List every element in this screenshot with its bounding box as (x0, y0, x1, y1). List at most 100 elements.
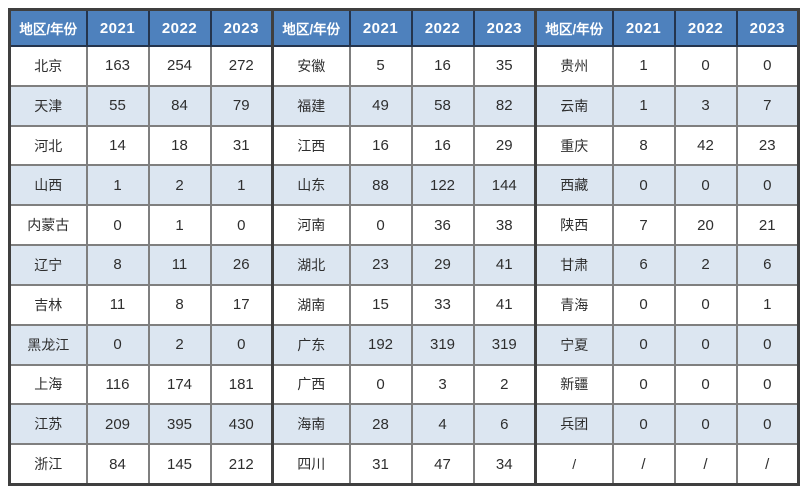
value-cell: 58 (410, 84, 475, 127)
value-cell: 144 (472, 164, 537, 207)
value-cell: 163 (85, 45, 150, 87)
region-cell: 陕西 (534, 204, 614, 247)
value-cell: 5 (348, 45, 413, 87)
value-cell: 16 (348, 124, 413, 167)
table-row: 内蒙古 0 1 0 河南 0 36 38 陕西 7 20 21 (8, 204, 800, 247)
value-cell: 174 (147, 363, 212, 406)
value-cell: 55 (85, 84, 150, 127)
value-cell: 82 (472, 84, 537, 127)
value-cell: 29 (472, 124, 537, 167)
value-cell: 0 (735, 403, 800, 446)
region-cell: / (534, 443, 614, 486)
value-cell: 0 (348, 363, 413, 406)
region-cell: 海南 (271, 403, 351, 446)
header-cell-2023-1: 2023 (209, 8, 274, 47)
value-cell: 84 (85, 443, 150, 486)
value-cell: 41 (472, 283, 537, 326)
header-cell-2021-2: 2021 (348, 8, 413, 47)
region-year-data-table: 地区/年份 2021 2022 2023 地区/年份 2021 2022 202… (8, 8, 800, 486)
region-cell: 山西 (8, 164, 88, 207)
value-cell: 31 (209, 124, 274, 167)
value-cell: 15 (348, 283, 413, 326)
region-cell: 广西 (271, 363, 351, 406)
value-cell: 0 (209, 204, 274, 247)
value-cell: 7 (611, 204, 676, 247)
value-cell: 36 (410, 204, 475, 247)
value-cell: 272 (209, 45, 274, 87)
value-cell: 23 (735, 124, 800, 167)
value-cell: 1 (611, 84, 676, 127)
value-cell: 145 (147, 443, 212, 486)
value-cell: 0 (611, 283, 676, 326)
value-cell: 3 (410, 363, 475, 406)
header-cell-region-2: 地区/年份 (271, 8, 351, 47)
table-row: 江苏 209 395 430 海南 28 4 6 兵团 0 0 0 (8, 403, 800, 446)
region-cell: 天津 (8, 84, 88, 127)
value-cell: 1 (147, 204, 212, 247)
region-cell: 福建 (271, 84, 351, 127)
value-cell: 21 (735, 204, 800, 247)
header-cell-region-3: 地区/年份 (534, 8, 614, 47)
value-cell: 1 (209, 164, 274, 207)
region-cell: 山东 (271, 164, 351, 207)
region-cell: 甘肃 (534, 244, 614, 286)
value-cell: 88 (348, 164, 413, 207)
value-cell: 209 (85, 403, 150, 446)
value-cell: 41 (472, 244, 537, 286)
value-cell: 2 (147, 164, 212, 207)
value-cell: 254 (147, 45, 212, 87)
value-cell: 0 (611, 323, 676, 366)
region-cell: 湖北 (271, 244, 351, 286)
value-cell: 319 (472, 323, 537, 366)
value-cell: 0 (673, 164, 738, 207)
value-cell: 26 (209, 244, 274, 286)
region-cell: 西藏 (534, 164, 614, 207)
region-cell: 宁夏 (534, 323, 614, 366)
value-cell: 0 (673, 323, 738, 366)
value-cell: 16 (410, 124, 475, 167)
region-cell: 云南 (534, 84, 614, 127)
region-cell: 河南 (271, 204, 351, 247)
region-cell: 浙江 (8, 443, 88, 486)
value-cell: 6 (735, 244, 800, 286)
value-cell: / (673, 443, 738, 486)
header-cell-2023-2: 2023 (472, 8, 537, 47)
value-cell: 33 (410, 283, 475, 326)
region-cell: 安徽 (271, 45, 351, 87)
value-cell: 31 (348, 443, 413, 486)
region-cell: 内蒙古 (8, 204, 88, 247)
region-cell: 广东 (271, 323, 351, 366)
value-cell: 6 (472, 403, 537, 446)
region-cell: 重庆 (534, 124, 614, 167)
value-cell: 35 (472, 45, 537, 87)
value-cell: 6 (611, 244, 676, 286)
value-cell: 319 (410, 323, 475, 366)
value-cell: 0 (611, 164, 676, 207)
table-row: 河北 14 18 31 江西 16 16 29 重庆 8 42 23 (8, 124, 800, 167)
value-cell: 192 (348, 323, 413, 366)
value-cell: 0 (673, 283, 738, 326)
value-cell: 181 (209, 363, 274, 406)
value-cell: 79 (209, 84, 274, 127)
region-cell: 辽宁 (8, 244, 88, 286)
table-row: 上海 116 174 181 广西 0 3 2 新疆 0 0 0 (8, 363, 800, 406)
table-row: 北京 163 254 272 安徽 5 16 35 贵州 1 0 0 (8, 45, 800, 87)
region-cell: 兵团 (534, 403, 614, 446)
value-cell: 1 (85, 164, 150, 207)
region-cell: 新疆 (534, 363, 614, 406)
value-cell: 2 (673, 244, 738, 286)
region-cell: 湖南 (271, 283, 351, 326)
region-cell: 四川 (271, 443, 351, 486)
value-cell: 17 (209, 283, 274, 326)
table-row: 吉林 11 8 17 湖南 15 33 41 青海 0 0 1 (8, 283, 800, 326)
value-cell: 1 (611, 45, 676, 87)
value-cell: 84 (147, 84, 212, 127)
header-cell-region-1: 地区/年份 (8, 8, 88, 47)
value-cell: 2 (147, 323, 212, 366)
value-cell: 4 (410, 403, 475, 446)
table-row: 黑龙江 0 2 0 广东 192 319 319 宁夏 0 0 0 (8, 323, 800, 366)
header-cell-2022-1: 2022 (147, 8, 212, 47)
table-body: 北京 163 254 272 安徽 5 16 35 贵州 1 0 0 天津 55 84 79 福建 49 58 82 云… (8, 45, 800, 486)
region-cell: 北京 (8, 45, 88, 87)
value-cell: 38 (472, 204, 537, 247)
